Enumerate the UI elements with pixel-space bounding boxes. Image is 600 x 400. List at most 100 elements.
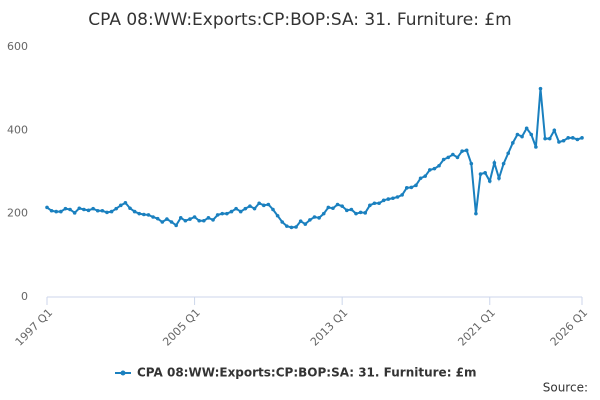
data-point [271, 207, 275, 212]
data-point [538, 86, 543, 91]
data-point [381, 198, 386, 203]
data-point [132, 209, 137, 214]
data-point [414, 183, 418, 188]
data-point [566, 136, 570, 140]
data-point [188, 217, 192, 221]
data-point [155, 216, 160, 221]
data-point [501, 161, 506, 166]
data-point [437, 163, 441, 168]
y-tick-label: 200 [7, 207, 28, 220]
data-point [391, 196, 395, 201]
data-point [63, 206, 68, 211]
data-point [261, 203, 266, 208]
data-point [266, 202, 271, 207]
data-point [174, 223, 178, 228]
data-point [561, 138, 566, 143]
data-point [252, 206, 257, 211]
data-point [469, 161, 474, 166]
data-point [86, 208, 91, 213]
data-point [238, 209, 243, 214]
data-point [77, 206, 82, 211]
data-point [575, 137, 580, 142]
data-point [211, 218, 215, 222]
data-point [82, 207, 86, 212]
data-point [178, 216, 183, 220]
data-point [395, 195, 400, 199]
data-point [474, 211, 478, 216]
data-point [344, 208, 349, 213]
data-point [123, 201, 128, 205]
data-point [340, 204, 344, 208]
data-point [404, 186, 409, 190]
data-point [303, 222, 308, 226]
data-point [72, 211, 77, 215]
y-tick-label: 0 [21, 290, 28, 303]
x-tick-label: 2026 Q1 [548, 306, 591, 349]
data-point [142, 212, 146, 217]
x-tick-label: 2013 Q1 [308, 306, 351, 349]
data-point [257, 201, 261, 206]
data-point [358, 210, 363, 215]
legend-marker [120, 370, 126, 376]
data-point [386, 197, 391, 201]
chart-title: CPA 08:WW:Exports:CP:BOP:SA: 31. Furnitu… [88, 10, 511, 30]
data-point [511, 141, 515, 145]
data-point [349, 207, 354, 212]
data-point [326, 205, 331, 210]
data-point [432, 166, 437, 171]
data-point [483, 171, 487, 175]
data-point [100, 208, 105, 213]
data-point [285, 224, 289, 228]
data-point [520, 134, 524, 139]
data-point [229, 209, 234, 214]
data-point [91, 206, 95, 211]
data-point [368, 203, 372, 208]
data-point [146, 213, 151, 217]
data-point [54, 209, 59, 214]
legend-label: CPA 08:WW:Exports:CP:BOP:SA: 31. Furnitu… [137, 366, 477, 380]
data-point [377, 201, 381, 206]
data-point [321, 211, 326, 216]
data-point [137, 211, 142, 216]
data-point [118, 203, 123, 208]
data-point [409, 185, 414, 190]
data-point [192, 215, 197, 219]
data-point [524, 126, 529, 131]
data-point [441, 157, 446, 162]
data-point [543, 136, 547, 141]
data-point [275, 213, 280, 218]
data-point [460, 149, 464, 153]
data-point [492, 161, 497, 165]
series-line [46, 88, 583, 229]
data-point [45, 205, 49, 210]
data-point [464, 148, 469, 153]
data-point [372, 201, 377, 206]
data-point [580, 136, 584, 140]
data-point [534, 145, 538, 149]
data-point [128, 206, 132, 211]
data-point [506, 151, 511, 156]
data-point [95, 208, 100, 213]
data-point [529, 132, 534, 137]
data-point [478, 172, 483, 176]
data-point [515, 132, 520, 137]
data-point [234, 206, 238, 211]
data-point [151, 215, 155, 219]
data-point [455, 155, 460, 160]
data-point [451, 152, 455, 157]
data-point [68, 207, 72, 212]
data-point [289, 225, 294, 230]
data-point [298, 219, 303, 223]
data-point [557, 140, 561, 144]
data-point [197, 218, 201, 223]
data-point [165, 217, 169, 221]
data-point [487, 179, 492, 183]
data-point [428, 168, 432, 172]
source: Source: [543, 381, 588, 395]
data-point [497, 176, 501, 181]
data-point [248, 204, 252, 208]
data-point [570, 136, 575, 140]
data-point [312, 215, 317, 219]
data-point [331, 206, 335, 211]
